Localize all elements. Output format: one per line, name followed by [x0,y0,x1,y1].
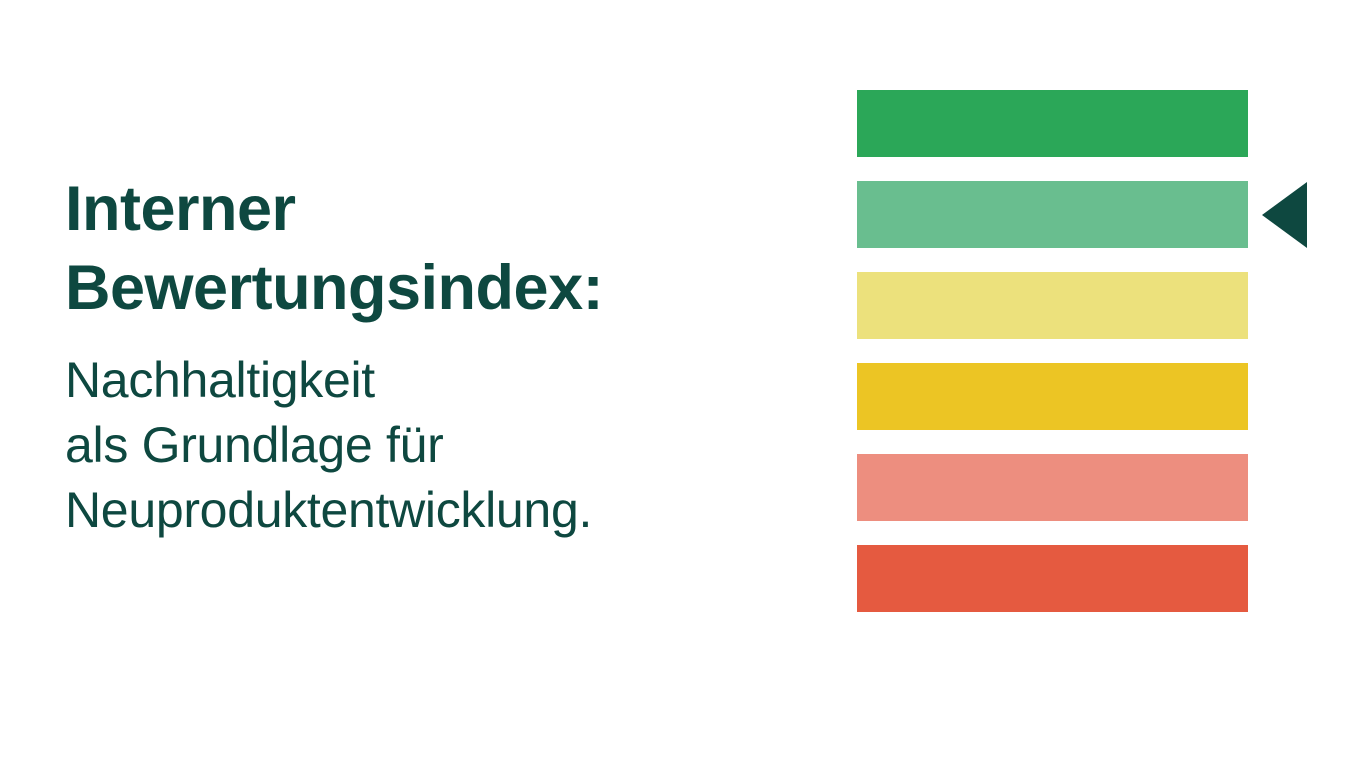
subheading: Nachhaltigkeit als Grundlage für Neuprod… [65,348,603,543]
heading-line-1: Interner [65,170,603,249]
heading-line-2: Bewertungsindex: [65,249,603,328]
rating-scale [857,90,1308,612]
rating-bar-4 [857,454,1248,521]
rating-bar-2 [857,272,1248,339]
sub-line-2: als Grundlage für [65,413,603,478]
infographic-container: Interner Bewertungsindex: Nachhaltigkeit… [0,0,1366,768]
indicator-arrow-icon [1262,182,1307,248]
rating-bar-0 [857,90,1248,157]
sub-line-3: Neuproduktentwicklung. [65,478,603,543]
text-block: Interner Bewertungsindex: Nachhaltigkeit… [65,170,603,543]
rating-bar-3 [857,363,1248,430]
rating-bar-5 [857,545,1248,612]
bars-column [857,90,1248,612]
sub-line-1: Nachhaltigkeit [65,348,603,413]
heading: Interner Bewertungsindex: [65,170,603,328]
rating-bar-1 [857,181,1248,248]
